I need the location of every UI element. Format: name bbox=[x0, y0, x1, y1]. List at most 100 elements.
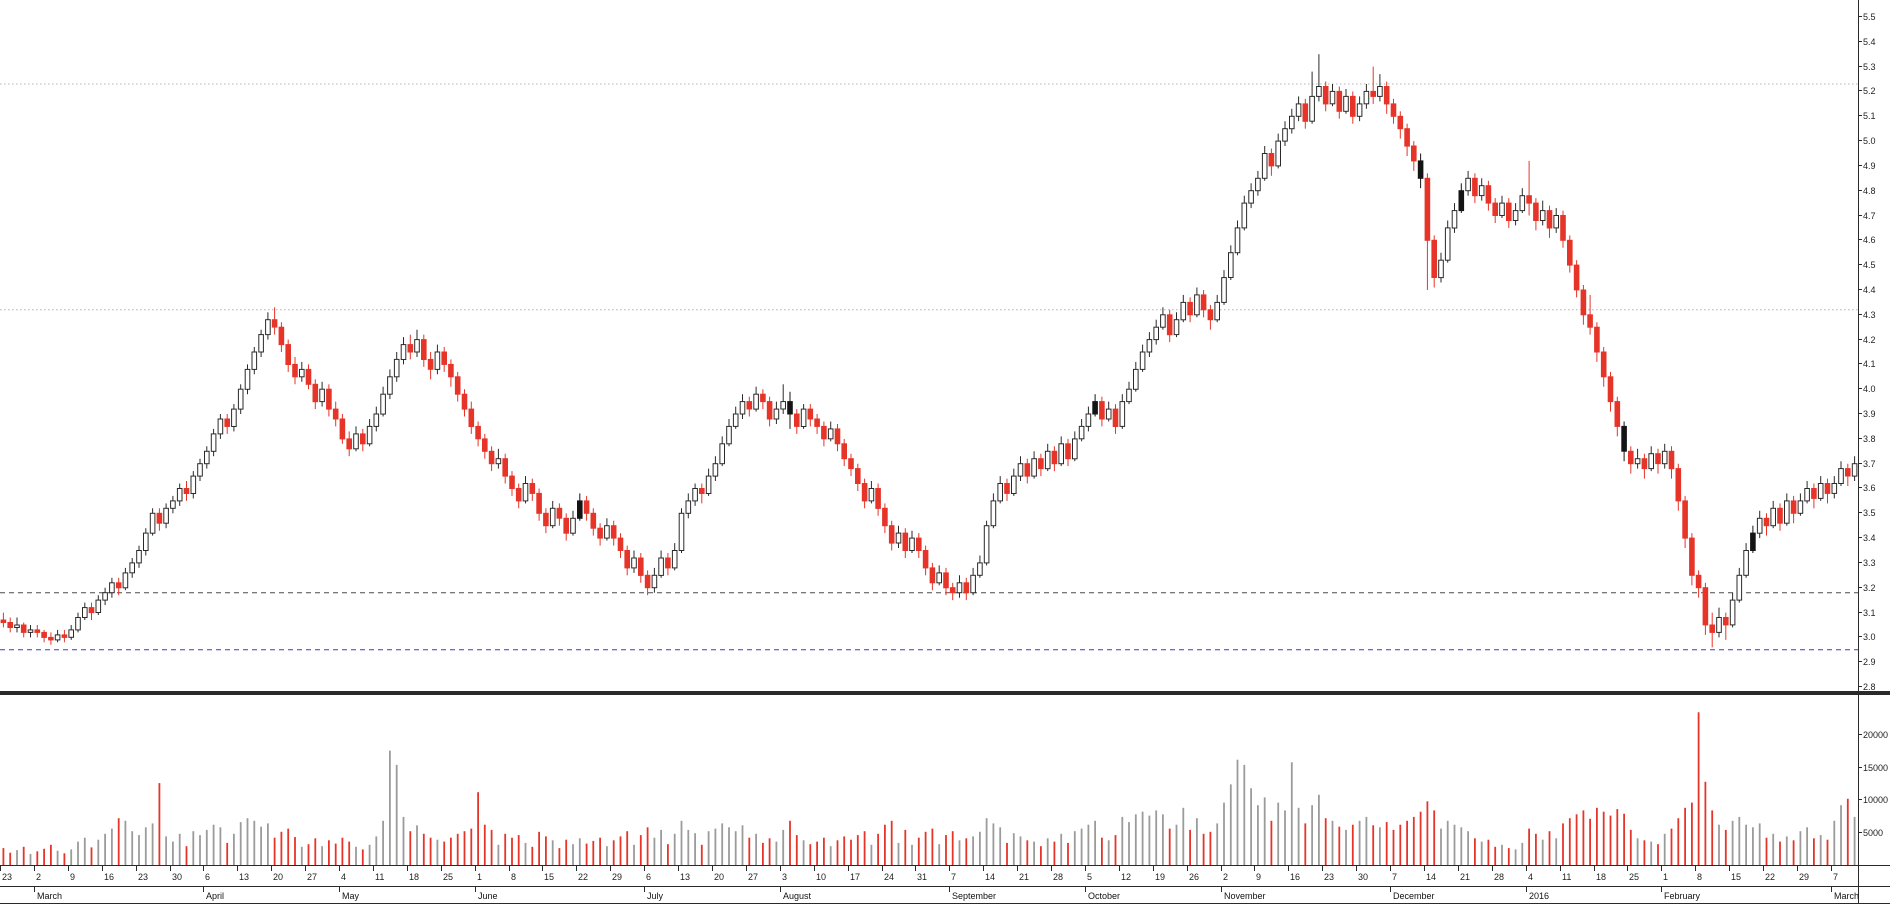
candle[interactable] bbox=[360, 433, 366, 445]
candle[interactable] bbox=[794, 413, 800, 427]
candle[interactable] bbox=[855, 468, 861, 485]
candle[interactable] bbox=[780, 401, 787, 410]
candle[interactable] bbox=[14, 624, 20, 628]
candle[interactable] bbox=[970, 574, 976, 594]
candle[interactable] bbox=[1655, 453, 1661, 465]
candle[interactable] bbox=[929, 567, 936, 584]
candle[interactable] bbox=[821, 425, 827, 440]
candle[interactable] bbox=[1268, 153, 1275, 167]
candle[interactable] bbox=[997, 483, 1004, 502]
candle[interactable] bbox=[773, 408, 780, 420]
candle[interactable] bbox=[1472, 177, 1478, 197]
candle[interactable] bbox=[1417, 160, 1424, 179]
candle[interactable] bbox=[1336, 90, 1343, 112]
candle[interactable] bbox=[631, 557, 637, 569]
candle[interactable] bbox=[319, 388, 325, 403]
candle[interactable] bbox=[495, 458, 502, 465]
candle[interactable] bbox=[1011, 475, 1017, 495]
candle[interactable] bbox=[237, 388, 244, 410]
candle[interactable] bbox=[1444, 227, 1451, 261]
candle[interactable] bbox=[712, 463, 719, 477]
candle[interactable] bbox=[746, 401, 753, 410]
candle[interactable] bbox=[380, 393, 386, 415]
candle[interactable] bbox=[1519, 195, 1526, 212]
candle[interactable] bbox=[1729, 599, 1736, 626]
candle[interactable] bbox=[644, 574, 651, 589]
candle[interactable] bbox=[1200, 294, 1207, 311]
candle[interactable] bbox=[753, 393, 759, 410]
candle[interactable] bbox=[176, 488, 183, 502]
candle[interactable] bbox=[1377, 86, 1383, 97]
candle[interactable] bbox=[1675, 468, 1682, 502]
candle[interactable] bbox=[1072, 438, 1078, 460]
candle[interactable] bbox=[515, 488, 522, 502]
candle[interactable] bbox=[800, 408, 807, 428]
candle[interactable] bbox=[1214, 301, 1221, 321]
candle[interactable] bbox=[1580, 289, 1587, 316]
candle[interactable] bbox=[1709, 624, 1716, 633]
candle[interactable] bbox=[1763, 517, 1770, 527]
candle[interactable] bbox=[197, 463, 203, 477]
candle[interactable] bbox=[1790, 500, 1797, 514]
candle[interactable] bbox=[1621, 425, 1627, 452]
candle[interactable] bbox=[1465, 177, 1471, 192]
candle[interactable] bbox=[1044, 450, 1051, 470]
candle[interactable] bbox=[1784, 500, 1790, 524]
candle[interactable] bbox=[1350, 95, 1356, 117]
candle[interactable] bbox=[1492, 202, 1499, 217]
candle[interactable] bbox=[136, 550, 142, 564]
candle[interactable] bbox=[868, 488, 875, 502]
candle[interactable] bbox=[346, 438, 352, 450]
candle[interactable] bbox=[1092, 401, 1098, 415]
candle[interactable] bbox=[1255, 177, 1261, 192]
candle[interactable] bbox=[312, 383, 319, 403]
candle[interactable] bbox=[332, 408, 339, 420]
candle[interactable] bbox=[170, 500, 176, 509]
candle[interactable] bbox=[7, 622, 13, 628]
candle[interactable] bbox=[224, 418, 230, 427]
candle[interactable] bbox=[543, 512, 549, 527]
candle[interactable] bbox=[190, 475, 197, 495]
candle[interactable] bbox=[231, 408, 237, 428]
candle[interactable] bbox=[1126, 388, 1132, 403]
candle[interactable] bbox=[739, 401, 746, 415]
candle[interactable] bbox=[1756, 517, 1763, 534]
candle[interactable] bbox=[1451, 210, 1458, 229]
candle[interactable] bbox=[888, 525, 895, 544]
candle[interactable] bbox=[787, 401, 793, 415]
candle[interactable] bbox=[482, 438, 488, 452]
candle[interactable] bbox=[1777, 507, 1783, 524]
candle[interactable] bbox=[1207, 309, 1214, 321]
candle[interactable] bbox=[1682, 500, 1688, 539]
candle[interactable] bbox=[122, 572, 129, 589]
candle[interactable] bbox=[1289, 115, 1295, 130]
candle[interactable] bbox=[1539, 210, 1546, 222]
candle[interactable] bbox=[1180, 301, 1187, 321]
candle[interactable] bbox=[1004, 483, 1010, 494]
candle[interactable] bbox=[1526, 195, 1532, 204]
candle[interactable] bbox=[1824, 483, 1831, 494]
candle[interactable] bbox=[1261, 153, 1268, 179]
candle[interactable] bbox=[1661, 450, 1668, 465]
candle[interactable] bbox=[848, 458, 854, 470]
candle[interactable] bbox=[1689, 537, 1695, 576]
candle[interactable] bbox=[156, 512, 163, 524]
candle[interactable] bbox=[1634, 458, 1641, 465]
candle[interactable] bbox=[1811, 488, 1817, 499]
candle[interactable] bbox=[1838, 468, 1844, 485]
candle[interactable] bbox=[1743, 550, 1749, 576]
candle[interactable] bbox=[1804, 488, 1810, 502]
candle[interactable] bbox=[732, 413, 739, 427]
candle[interactable] bbox=[902, 532, 909, 551]
candle[interactable] bbox=[597, 527, 603, 539]
candle[interactable] bbox=[88, 607, 95, 614]
candle[interactable] bbox=[963, 582, 970, 594]
candle[interactable] bbox=[183, 488, 190, 494]
candle[interactable] bbox=[882, 507, 888, 527]
candle[interactable] bbox=[1506, 202, 1512, 222]
candle[interactable] bbox=[1573, 264, 1580, 291]
candle[interactable] bbox=[916, 537, 922, 551]
candle[interactable] bbox=[1275, 140, 1282, 167]
candle[interactable] bbox=[1329, 90, 1336, 105]
candle[interactable] bbox=[271, 319, 278, 328]
